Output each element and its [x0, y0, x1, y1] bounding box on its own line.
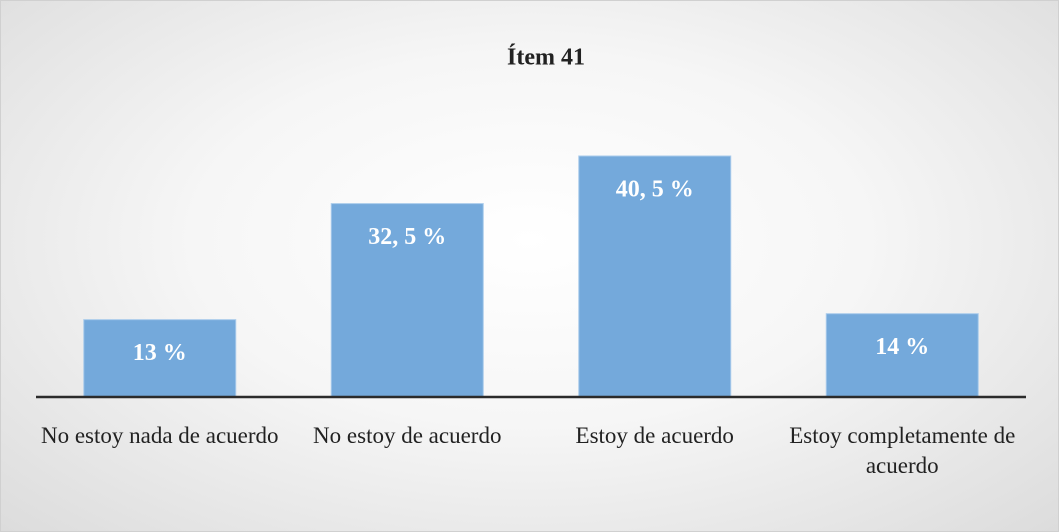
data-label: 32, 5 %: [368, 224, 446, 250]
x-tick-label: Estoy de acuerdo: [575, 423, 734, 448]
x-tick-label: No estoy de acuerdo: [313, 423, 502, 448]
x-tick-label: No estoy nada de acuerdo: [40, 423, 279, 448]
data-label: 14 %: [875, 334, 929, 360]
data-label: 13 %: [133, 340, 187, 366]
bar: [83, 319, 237, 398]
bar: [825, 313, 979, 398]
chart-title: Ítem 41: [507, 45, 585, 71]
data-label: 40, 5 %: [616, 177, 694, 203]
x-tick-label: Estoy completamente de acuerdo: [789, 423, 1016, 478]
bar: [330, 203, 484, 398]
